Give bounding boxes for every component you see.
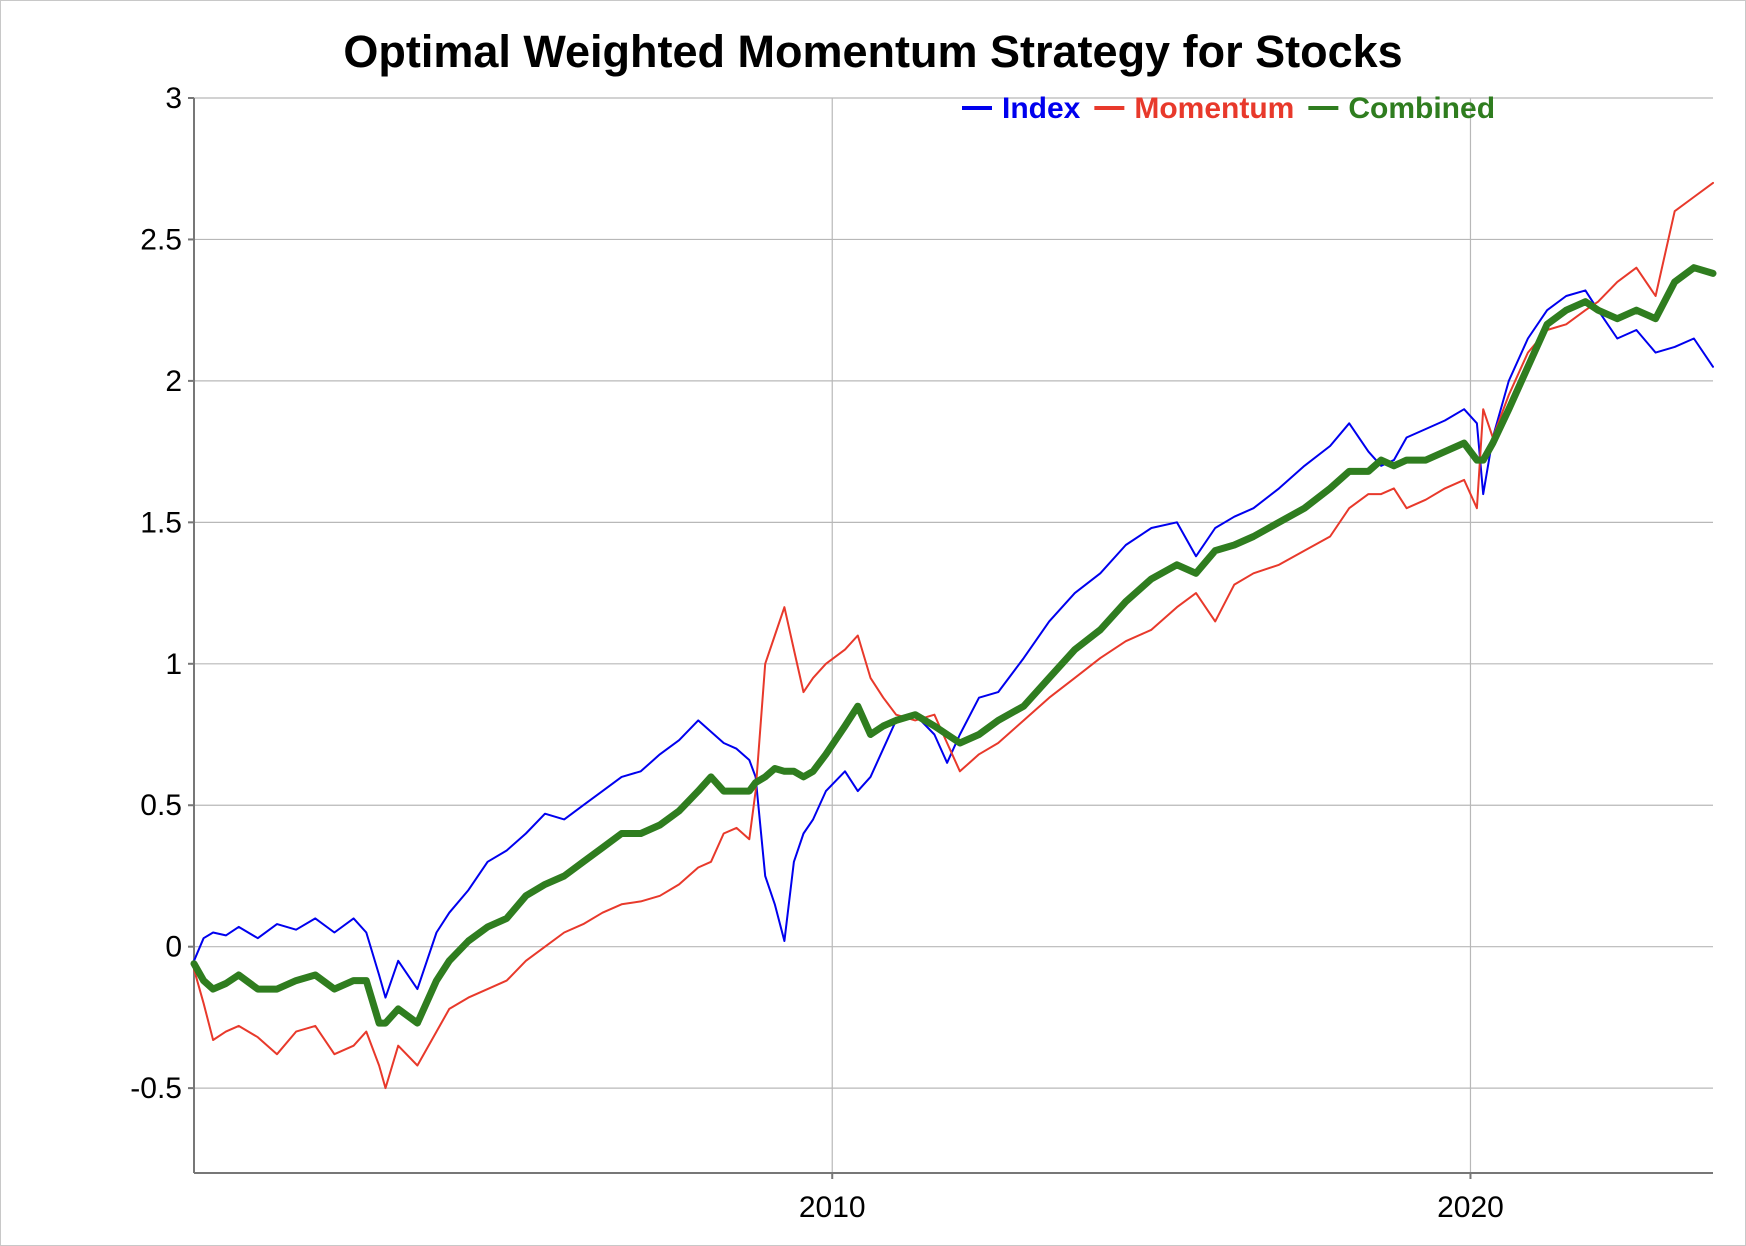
y-tick-label: 0 [165,931,182,964]
series-line-momentum [193,181,1714,1090]
series-line-index [193,289,1714,999]
y-tick-label: 2.5 [140,223,182,256]
axes [193,98,1713,1174]
y-tick-label: 1.5 [140,506,182,539]
series-lines [190,181,1717,1090]
chart-title: Optimal Weighted Momentum Strategy for S… [343,26,1403,77]
tick-labels: -0.5 0 0.5 1 1.5 2 2.5 3 2010 2020 [130,82,1504,1224]
legend: Index Momentum Combined [962,92,1495,125]
y-tick-label: 0.5 [140,789,182,822]
series-line-combined [190,264,1717,1027]
legend-label-index: Index [1002,92,1081,125]
x-tick-label: 2020 [1437,1191,1504,1224]
legend-label-momentum: Momentum [1134,92,1294,125]
y-tick-label: 2 [165,365,182,398]
x-tick-label: 2010 [799,1191,866,1224]
y-tick-label: -0.5 [130,1072,182,1105]
grid-lines [188,97,1713,1179]
y-tick-label: 1 [165,648,182,681]
legend-label-combined: Combined [1348,92,1495,125]
y-tick-label: 3 [165,82,182,115]
